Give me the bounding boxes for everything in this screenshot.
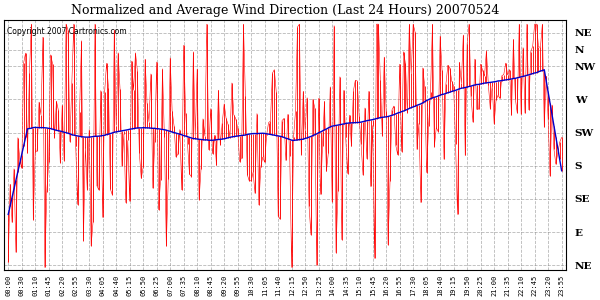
Title: Normalized and Average Wind Direction (Last 24 Hours) 20070524: Normalized and Average Wind Direction (L… bbox=[71, 4, 499, 17]
Text: Copyright 2007 Cartronics.com: Copyright 2007 Cartronics.com bbox=[7, 27, 127, 36]
